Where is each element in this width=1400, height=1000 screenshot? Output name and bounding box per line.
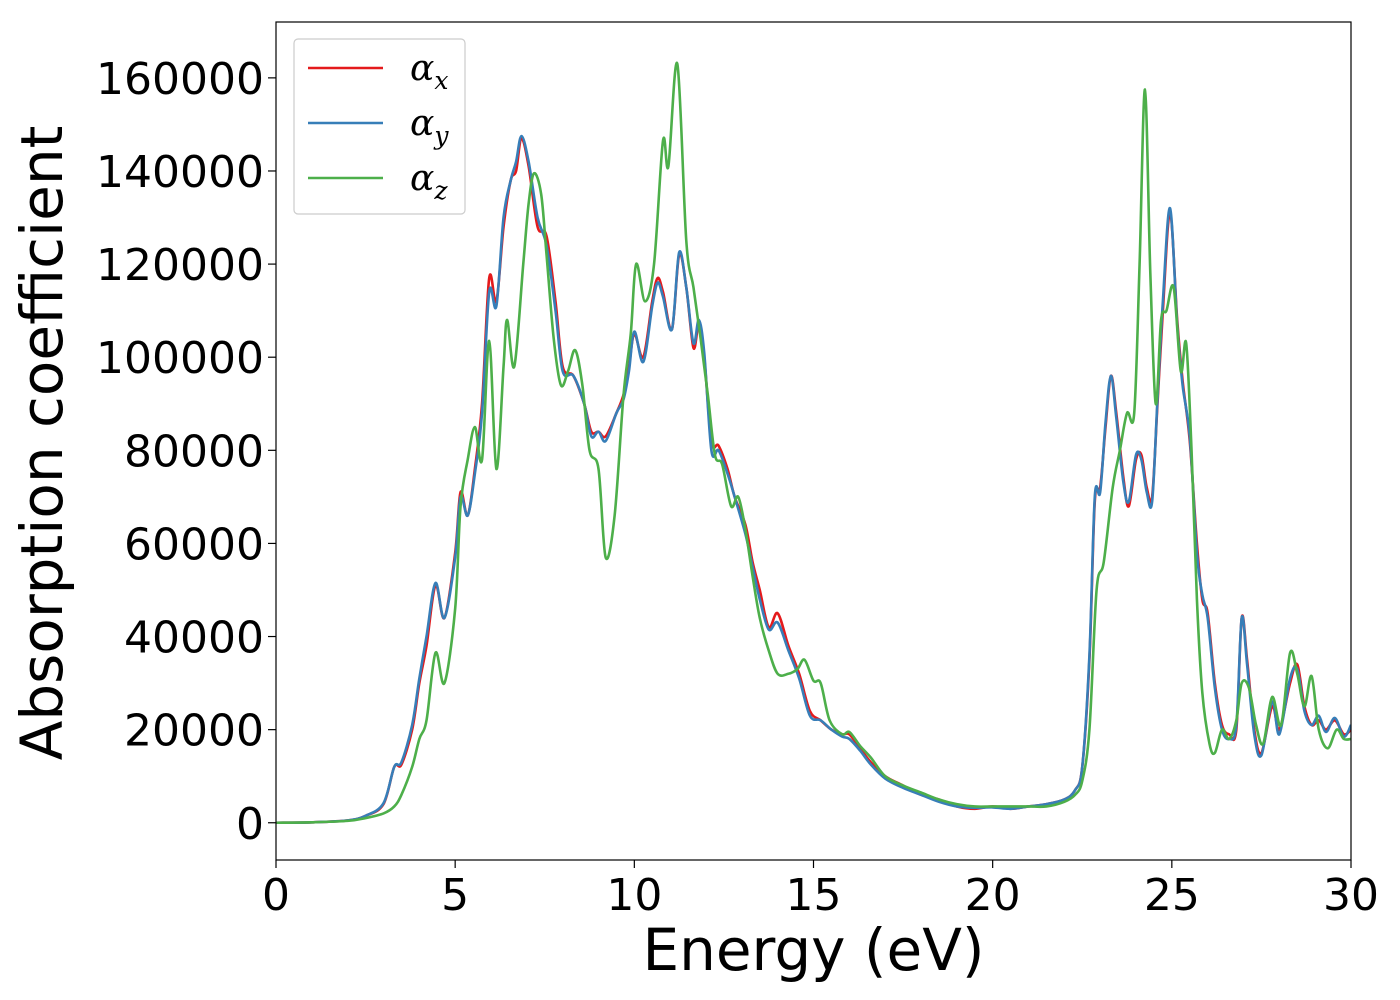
y-tick-label: 160000 xyxy=(96,54,264,105)
y-tick-label: 80000 xyxy=(124,426,264,477)
y-tick-label: 60000 xyxy=(124,519,264,570)
y-tick-label: 140000 xyxy=(96,147,264,198)
x-tick-label: 15 xyxy=(786,870,842,921)
x-tick-label: 30 xyxy=(1323,870,1379,921)
y-tick-label: 120000 xyxy=(96,240,264,291)
series-line-z xyxy=(276,61,1351,825)
y-axis: 0 20000 40000 60000 80000 100000 120000 140000 1… xyxy=(96,54,276,850)
x-tick-label: 10 xyxy=(606,870,662,921)
x-tick-label: 5 xyxy=(441,870,469,921)
y-tick-label: 100000 xyxy=(96,333,264,384)
legend-box xyxy=(293,38,466,215)
series-layer xyxy=(276,61,1351,825)
y-axis-title: Absorption coefficient xyxy=(8,126,76,761)
y-tick-label: 40000 xyxy=(124,613,264,664)
y-tick-label: 0 xyxy=(236,799,264,850)
x-axis-title: Energy (eV) xyxy=(642,916,984,984)
x-tick-label: 0 xyxy=(262,870,290,921)
series-line-y xyxy=(276,134,1351,825)
x-tick-label: 20 xyxy=(965,870,1021,921)
y-tick-label: 20000 xyxy=(124,706,264,757)
x-tick-label: 25 xyxy=(1144,870,1200,921)
x-axis: 0 5 10 15 20 25 30 xyxy=(262,860,1379,921)
